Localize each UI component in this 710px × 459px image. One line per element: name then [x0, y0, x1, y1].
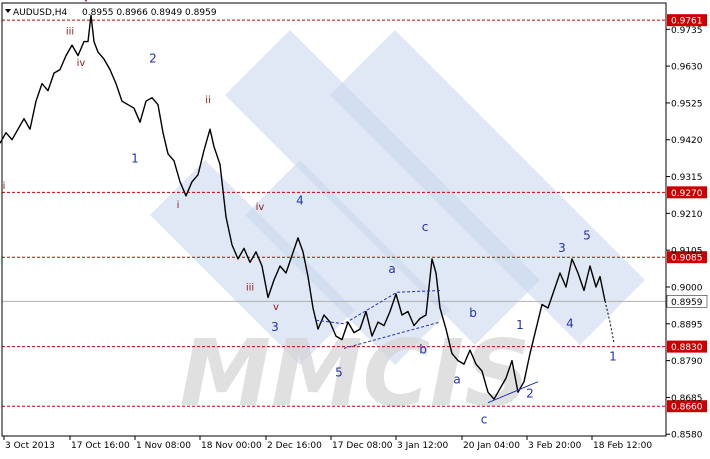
y-tick-label: 0.9210 — [671, 210, 703, 220]
x-tick-label: 18 Feb 12:00 — [593, 441, 652, 451]
x-tick-label: 1 Nov 08:00 — [136, 441, 191, 451]
y-tick-label: 0.9420 — [671, 136, 703, 146]
level-label: 0.8660 — [671, 403, 703, 413]
y-tick-label: 0.8580 — [671, 431, 703, 441]
x-tick-label: 3 Oct 2013 — [5, 441, 55, 451]
x-tick-label: 20 Jan 04:00 — [463, 441, 520, 451]
watermark-shape — [330, 30, 645, 345]
axes: 0.9735 0.9630 0.9525 0.9420 0.9315 0.9210 0.91… — [1, 2, 703, 451]
wave-label: i — [177, 200, 180, 211]
watermark-text: MMCIS — [179, 320, 530, 427]
current-price-box — [666, 295, 708, 308]
wave-label: 4 — [566, 316, 574, 330]
wave-label: a — [453, 372, 460, 386]
wave-label: 5 — [335, 365, 343, 379]
wave-label: b — [469, 306, 477, 320]
triangle-line — [315, 289, 441, 325]
x-tick-label: 3 Jan 12:00 — [397, 441, 449, 451]
wave-label: v — [83, 0, 89, 4]
wave-label: 1 — [609, 350, 617, 364]
projection-line — [604, 300, 615, 344]
x-tick-label: 2 Dec 16:00 — [267, 441, 322, 451]
level-label: 0.9270 — [671, 189, 703, 199]
wave-label: 1 — [131, 152, 139, 166]
wave-label: 3 — [558, 241, 566, 255]
y-tick-label: 0.9630 — [671, 63, 703, 73]
wave-label: b — [419, 343, 427, 357]
level-label-box — [667, 14, 707, 27]
wave-label: 4 — [296, 194, 304, 208]
chart-header: AUDUSD,H4 0.8955 0.8966 0.8949 0.8959 — [5, 8, 217, 18]
wave-label: iii — [66, 27, 74, 38]
wave-label: iii — [246, 282, 254, 293]
wave-label: c — [422, 220, 429, 234]
x-tick-label: 18 Nov 00:00 — [201, 441, 262, 451]
wave-label: v — [273, 302, 279, 313]
y-tick-label: 0.8790 — [671, 357, 703, 367]
wave-label: iv — [77, 58, 86, 69]
level-label: 0.9761 — [671, 17, 703, 27]
level-label-box — [667, 340, 707, 353]
price-line — [0, 14, 606, 400]
price-series — [0, 14, 615, 404]
level-label: 0.9085 — [671, 254, 703, 264]
channel-line — [487, 381, 539, 404]
wave-label: 5 — [583, 229, 591, 243]
current-price-label: 0.8959 — [671, 298, 703, 308]
horizontal-levels: 0.9761 0.9270 0.9085 0.8830 0.8660 0.8959 — [2, 14, 708, 413]
wave-label: i — [3, 181, 6, 192]
wave-label: iv — [256, 202, 265, 213]
wave-label: a — [388, 262, 395, 276]
wave-label: ii — [205, 95, 211, 106]
watermark-shape — [225, 30, 540, 345]
wave-label: 3 — [271, 320, 279, 334]
ohlc-values: 0.8955 0.8966 0.8949 0.8959 — [82, 8, 217, 18]
y-tick-label: 0.8895 — [671, 320, 703, 330]
watermark-shape — [245, 160, 450, 365]
level-label-box — [667, 400, 707, 413]
wave-label: 2 — [149, 52, 157, 66]
y-tick-label: 0.9000 — [671, 283, 703, 293]
wave-label: c — [481, 413, 488, 427]
y-tick-label: 0.8685 — [671, 394, 703, 404]
y-tick-label: 0.9735 — [671, 26, 703, 36]
y-tick-label: 0.9315 — [671, 173, 703, 183]
x-tick-label: 17 Oct 16:00 — [71, 441, 130, 451]
symbol-title: AUDUSD,H4 — [13, 8, 68, 18]
triangle-line — [343, 321, 441, 349]
level-label: 0.8830 — [671, 343, 703, 353]
watermark-shape — [150, 160, 355, 365]
level-label-box — [667, 251, 707, 264]
plot-frame — [1, 2, 667, 437]
x-tick-label: 17 Dec 08:00 — [332, 441, 393, 451]
dropdown-arrow-icon[interactable] — [5, 9, 11, 13]
y-tick-label: 0.9525 — [671, 99, 703, 109]
wave-label: 1 — [516, 318, 524, 332]
mmcis-watermark: MMCIS — [150, 30, 645, 427]
wave-annotations: viiiiv2ii1ii4ivciiiv3ab5bac123541 — [3, 0, 617, 427]
level-label-box — [667, 186, 707, 199]
x-tick-label: 3 Feb 20:00 — [528, 441, 582, 451]
wave-label: 2 — [526, 386, 534, 400]
y-tick-label: 0.9105 — [671, 247, 703, 257]
